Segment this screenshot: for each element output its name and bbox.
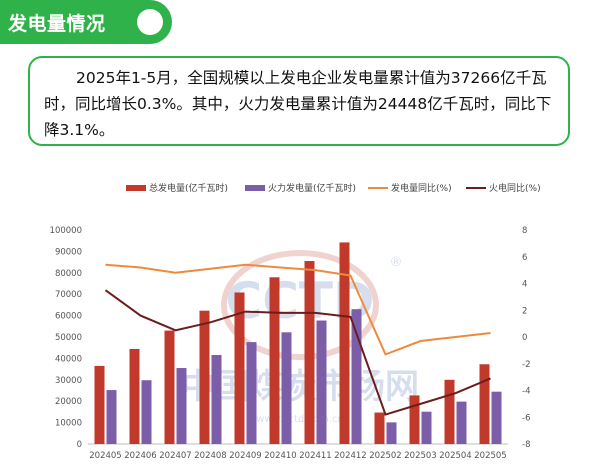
bar-total: [269, 277, 280, 444]
bar-total: [444, 379, 455, 444]
y-left-tick-label: 20000: [55, 397, 82, 407]
legend-swatch-total: [126, 185, 146, 191]
line-thermal-yoy: [104, 289, 491, 416]
watermark-logo: CCTD: [226, 272, 375, 330]
y-left-tick-label: 90000: [55, 247, 82, 257]
x-tick-label: 202407: [159, 451, 191, 461]
y-right-tick-label: 4: [522, 280, 527, 290]
y-right-tick-label: -2: [522, 360, 530, 370]
bar-total: [94, 365, 105, 444]
x-tick-label: 202502: [369, 451, 401, 461]
line-total-yoy: [105, 263, 491, 356]
y-right-tick-label: 2: [522, 306, 527, 316]
bar-thermal: [456, 401, 467, 444]
watermark-ring-icon: [221, 250, 379, 360]
power-generation-chart: CCTD ® 中国煤炭市场网 www.cctd.com.cn 总发电量(亿千瓦时…: [50, 182, 541, 461]
y-right-tick-label: 0: [522, 333, 527, 343]
y-left-tick-label: 70000: [55, 290, 82, 300]
y-left-tick-label: 40000: [55, 354, 82, 364]
bar-thermal: [386, 422, 397, 444]
legend-label-total: 总发电量(亿千瓦时): [149, 182, 228, 194]
bar-total: [339, 242, 350, 444]
x-tick-label: 202409: [229, 451, 261, 461]
plot-area: 0 10000 20000 30000 40000 50000 60000 70000 8000…: [50, 226, 531, 461]
bar-thermal: [421, 411, 432, 444]
y-left-tick-label: 100000: [50, 226, 82, 236]
x-tick-label: 202411: [299, 451, 331, 461]
bar-thermal: [316, 320, 327, 444]
x-tick-label: 202412: [334, 451, 366, 461]
y-right-tick-label: 6: [522, 253, 527, 263]
bar-thermal: [351, 309, 362, 444]
bar-total: [409, 395, 420, 444]
bar-total: [304, 261, 315, 444]
summary-box: 2025年1-5月，全国规模以上发电企业发电量累计值为37266亿千瓦时，同比增…: [28, 56, 570, 146]
summary-text: 2025年1-5月，全国规模以上发电企业发电量累计值为37266亿千瓦时，同比增…: [44, 69, 552, 139]
y-left-tick-label: 30000: [55, 376, 82, 386]
y-right-tick-label: -4: [522, 387, 530, 397]
legend-swatch-thermal: [245, 185, 265, 191]
bar-thermal: [106, 390, 117, 444]
watermark-url: www.cctd.com.cn: [256, 414, 344, 425]
y-left-tick-label: 10000: [55, 419, 82, 429]
bar-thermal: [491, 391, 502, 444]
legend-label-thermal-yoy: 火电同比(%): [489, 182, 541, 194]
x-tick-label: 202405: [89, 451, 121, 461]
bar-thermal: [176, 368, 187, 444]
legend-label-total-yoy: 发电量同比(%): [391, 182, 452, 194]
y-right-tick-label: -8: [522, 440, 530, 450]
section-title: 发电量情况: [8, 13, 106, 35]
x-tick-label: 202408: [194, 451, 226, 461]
bar-thermal: [246, 342, 257, 444]
section-header: 发电量情况: [0, 0, 172, 44]
bar-thermal: [211, 354, 222, 444]
x-tick-label: 202406: [124, 451, 156, 461]
y-left-tick-label: 0: [77, 440, 82, 450]
bar-total: [129, 348, 140, 444]
legend-label-thermal: 火力发电量(亿千瓦时): [268, 182, 356, 194]
bar-total: [164, 330, 175, 444]
y-right-tick-label: 8: [522, 226, 527, 236]
watermark-registered: ®: [390, 255, 403, 270]
y-left-tick-label: 60000: [55, 312, 82, 322]
bar-total: [199, 310, 210, 444]
x-tick-label: 202410: [264, 451, 296, 461]
x-tick-label: 202505: [474, 451, 506, 461]
bar-total: [234, 292, 245, 444]
bar-thermal: [141, 380, 152, 444]
y-left-tick-label: 50000: [55, 333, 82, 343]
bar-thermal: [281, 332, 292, 444]
x-tick-label: 202504: [439, 451, 471, 461]
y-right-tick-label: -6: [522, 413, 530, 423]
bar-total: [479, 364, 490, 444]
y-left-tick-label: 80000: [55, 269, 82, 279]
header-circle-icon: [137, 9, 163, 35]
bar-total: [374, 412, 385, 444]
x-tick-label: 202503: [404, 451, 436, 461]
legend: 总发电量(亿千瓦时) 火力发电量(亿千瓦时) 发电量同比(%) 火电同比(%): [126, 182, 541, 194]
